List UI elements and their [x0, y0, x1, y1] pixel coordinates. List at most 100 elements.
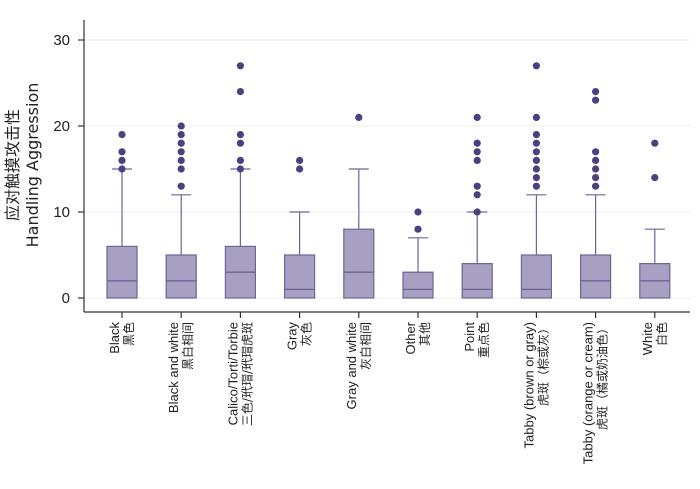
- category-label-cn: 虎斑（棕或灰）: [535, 322, 550, 406]
- outlier-point: [118, 131, 126, 139]
- category-label-en: Gray and white: [344, 322, 359, 409]
- axes: [83, 20, 690, 313]
- iqr-box: [343, 228, 375, 299]
- outlier-point: [532, 131, 541, 139]
- outlier-point: [236, 131, 244, 139]
- box-0: [106, 131, 138, 299]
- box-3: [284, 156, 316, 299]
- outlier-point: [532, 156, 541, 164]
- x-tick-label-3: Gray 灰色: [285, 322, 314, 351]
- outlier-point: [592, 96, 600, 104]
- x-tick-label-1: Black and white 黑白相间: [166, 322, 195, 413]
- box-7: [520, 62, 553, 299]
- outlier-point: [473, 148, 481, 156]
- x-tick-label-2: Calico/Torti/Torbie 三色/玳瑁/玳瑁虎斑: [225, 322, 254, 426]
- category-label-cn: 白色: [654, 322, 669, 346]
- outlier-point: [532, 62, 541, 70]
- outlier-point: [532, 113, 541, 121]
- box-9: [639, 139, 671, 299]
- iqr-box: [402, 271, 434, 299]
- category-label-cn: 灰白相间: [358, 322, 373, 370]
- x-tick-label-4: Gray and white 灰白相间: [344, 322, 373, 409]
- outlier-point: [355, 113, 363, 121]
- x-tick-label-8: Tabby (orange or cream) 虎斑（橘或奶油色）: [581, 322, 610, 464]
- iqr-box: [461, 263, 493, 299]
- outlier-point: [236, 165, 244, 173]
- category-label-en: Other: [403, 321, 418, 354]
- category-label-cn: 三色/玳瑁/玳瑁虎斑: [240, 322, 254, 426]
- category-label-en: Tabby (brown or gray): [521, 322, 536, 448]
- box-series: [106, 62, 671, 299]
- outlier-point: [118, 148, 126, 156]
- outlier-point: [651, 174, 659, 182]
- outlier-point: [177, 165, 185, 173]
- y-tick-label: 0: [62, 290, 70, 307]
- outlier-point: [651, 139, 659, 147]
- outlier-point: [296, 165, 304, 173]
- outlier-point: [177, 182, 185, 190]
- outlier-point: [236, 139, 244, 147]
- outlier-point: [177, 131, 185, 139]
- outlier-point: [473, 208, 481, 216]
- box-8: [579, 88, 612, 299]
- iqr-box: [520, 254, 553, 299]
- outlier-point: [532, 148, 541, 156]
- outlier-point: [592, 182, 600, 190]
- category-label-cn: 灰色: [300, 322, 314, 346]
- outlier-point: [236, 156, 244, 164]
- box-6: [461, 113, 493, 299]
- box-2: [224, 62, 256, 299]
- box-4: [343, 113, 375, 299]
- outlier-point: [177, 156, 185, 164]
- iqr-box: [165, 254, 197, 299]
- outlier-point: [473, 113, 481, 121]
- x-axis-category-labels: Black 黑色 Black and white 黑白相间 Calico/Torti/T…: [107, 312, 669, 464]
- outlier-point: [177, 139, 185, 147]
- y-axis-ticks: 0 10 20 30: [53, 32, 84, 307]
- outlier-point: [532, 165, 541, 173]
- outlier-point: [532, 174, 541, 182]
- outlier-point: [473, 191, 481, 199]
- outlier-point: [118, 156, 126, 164]
- outlier-point: [118, 165, 126, 173]
- y-tick-label: 10: [53, 204, 70, 221]
- y-axis-label-cn: 应对触摸攻击性: [3, 109, 22, 221]
- category-label-cn: 虎斑（橘或奶油色）: [595, 322, 610, 430]
- outlier-point: [296, 156, 304, 164]
- y-tick-label: 20: [53, 118, 70, 135]
- outlier-point: [414, 225, 422, 233]
- outlier-point: [236, 88, 244, 96]
- y-axis-label-en: Handling Aggression: [23, 83, 42, 248]
- iqr-box: [106, 245, 138, 299]
- outlier-point: [177, 148, 185, 156]
- category-label-cn: 黑色: [122, 322, 136, 346]
- iqr-box: [579, 254, 612, 299]
- outlier-point: [532, 182, 541, 190]
- outlier-point: [592, 165, 600, 173]
- category-label-cn: 其他: [418, 322, 432, 346]
- outlier-point: [473, 139, 481, 147]
- category-label-en: Black: [107, 322, 122, 354]
- category-label-en: Black and white: [166, 322, 181, 413]
- category-label-en: Calico/Torti/Torbie: [225, 322, 240, 425]
- x-tick-label-9: White 白色: [640, 322, 669, 355]
- iqr-box: [284, 254, 316, 299]
- x-tick-label-5: Other 其他: [403, 321, 432, 354]
- box-5: [402, 208, 434, 299]
- category-label-cn: 黑白相间: [180, 322, 195, 370]
- category-label-en: Tabby (orange or cream): [581, 322, 596, 464]
- category-label-en: White: [640, 322, 655, 355]
- category-label-en: Point: [462, 322, 477, 352]
- outlier-point: [592, 156, 600, 164]
- x-tick-label-0: Black 黑色: [107, 322, 136, 354]
- y-tick-label: 30: [53, 32, 70, 49]
- outlier-point: [532, 139, 541, 147]
- x-tick-label-6: Point 重点色: [462, 322, 491, 358]
- outlier-point: [414, 208, 422, 216]
- outlier-point: [592, 88, 600, 96]
- box-1: [165, 122, 197, 299]
- outlier-point: [592, 148, 600, 156]
- outlier-point: [473, 182, 481, 190]
- category-label-en: Gray: [285, 322, 300, 351]
